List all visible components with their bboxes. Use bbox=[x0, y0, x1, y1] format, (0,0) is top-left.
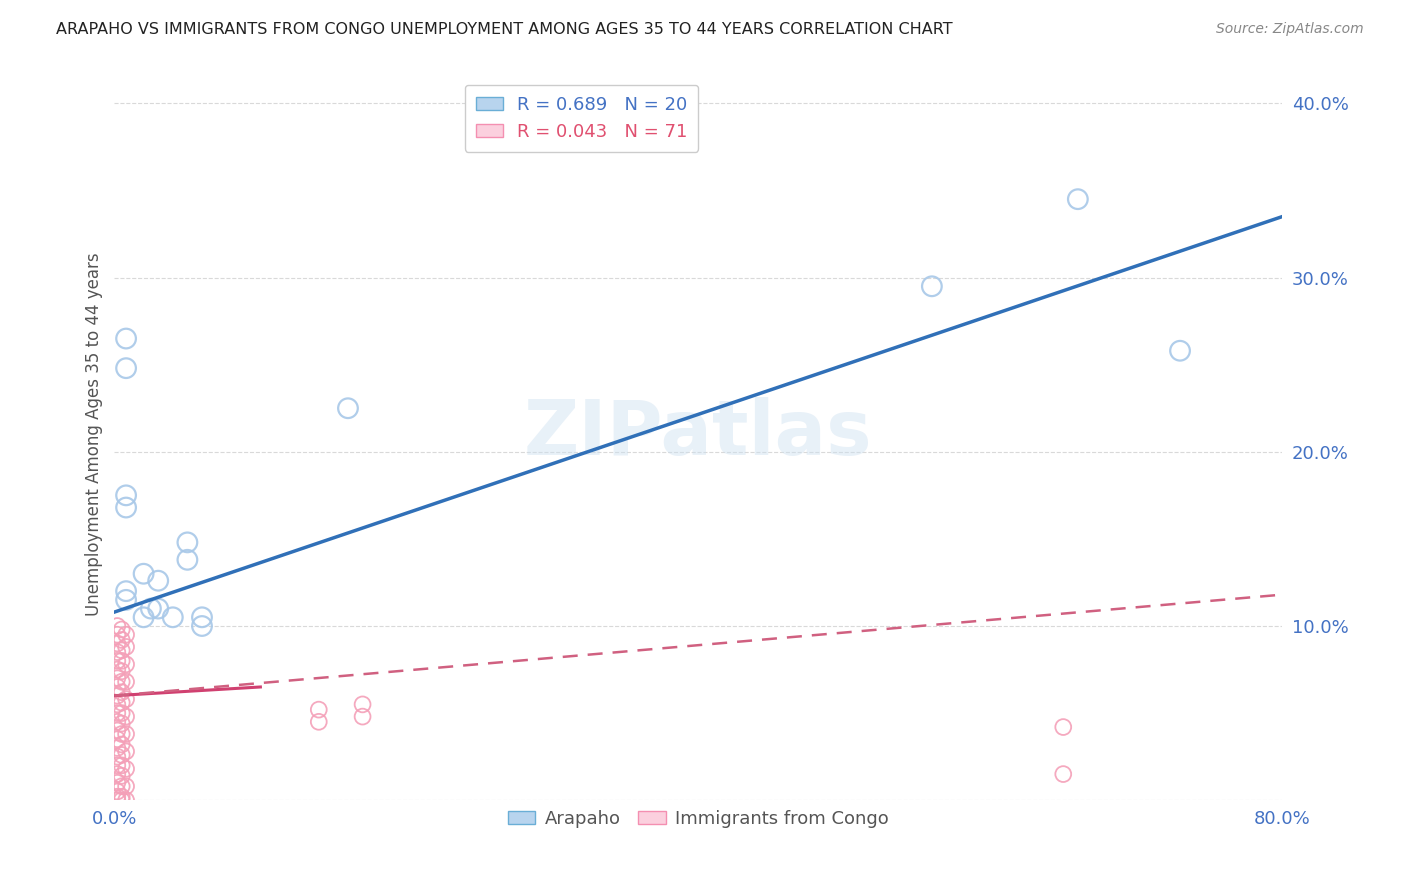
Point bbox=[352, 698, 374, 712]
Point bbox=[148, 574, 170, 588]
Point bbox=[115, 779, 138, 793]
Point bbox=[352, 709, 374, 723]
Point bbox=[115, 361, 138, 376]
Point bbox=[115, 657, 138, 672]
Point bbox=[111, 665, 134, 679]
Point bbox=[111, 758, 134, 772]
Point bbox=[162, 610, 184, 624]
Point bbox=[115, 640, 138, 654]
Point bbox=[115, 332, 138, 346]
Point bbox=[191, 619, 214, 633]
Point bbox=[105, 732, 128, 747]
Point bbox=[105, 619, 128, 633]
Point bbox=[111, 674, 134, 689]
Point bbox=[105, 793, 128, 807]
Point bbox=[1052, 720, 1074, 734]
Point bbox=[105, 706, 128, 720]
Point bbox=[111, 632, 134, 647]
Point bbox=[105, 671, 128, 685]
Point bbox=[115, 692, 138, 706]
Point bbox=[111, 696, 134, 710]
Point bbox=[105, 749, 128, 764]
Point bbox=[105, 741, 128, 756]
Text: ARAPAHO VS IMMIGRANTS FROM CONGO UNEMPLOYMENT AMONG AGES 35 TO 44 YEARS CORRELAT: ARAPAHO VS IMMIGRANTS FROM CONGO UNEMPLO… bbox=[56, 22, 953, 37]
Point bbox=[111, 793, 134, 807]
Text: Source: ZipAtlas.com: Source: ZipAtlas.com bbox=[1216, 22, 1364, 37]
Point bbox=[1168, 343, 1191, 358]
Point bbox=[105, 680, 128, 694]
Point bbox=[115, 674, 138, 689]
Point bbox=[139, 601, 162, 615]
Point bbox=[1052, 767, 1074, 781]
Point bbox=[105, 758, 128, 772]
Y-axis label: Unemployment Among Ages 35 to 44 years: Unemployment Among Ages 35 to 44 years bbox=[86, 252, 103, 616]
Point bbox=[105, 784, 128, 798]
Point bbox=[105, 689, 128, 703]
Point bbox=[111, 685, 134, 699]
Point bbox=[115, 744, 138, 758]
Point bbox=[105, 767, 128, 781]
Point bbox=[105, 776, 128, 790]
Point bbox=[308, 714, 330, 729]
Point bbox=[105, 636, 128, 650]
Text: ZIPatlas: ZIPatlas bbox=[524, 397, 873, 471]
Point bbox=[105, 654, 128, 668]
Point bbox=[148, 601, 170, 615]
Point bbox=[336, 401, 359, 416]
Point bbox=[111, 789, 134, 804]
Point bbox=[111, 706, 134, 720]
Point bbox=[115, 488, 138, 502]
Point bbox=[176, 535, 198, 549]
Point bbox=[105, 698, 128, 712]
Point bbox=[921, 279, 943, 293]
Point bbox=[115, 793, 138, 807]
Point bbox=[191, 610, 214, 624]
Point bbox=[111, 654, 134, 668]
Point bbox=[111, 779, 134, 793]
Point bbox=[111, 623, 134, 637]
Point bbox=[111, 747, 134, 762]
Point bbox=[111, 738, 134, 752]
Point bbox=[115, 762, 138, 776]
Point bbox=[105, 628, 128, 642]
Point bbox=[115, 500, 138, 515]
Point bbox=[132, 566, 155, 581]
Point bbox=[105, 663, 128, 677]
Point bbox=[105, 645, 128, 659]
Point bbox=[111, 643, 134, 657]
Point bbox=[105, 714, 128, 729]
Point bbox=[115, 709, 138, 723]
Point bbox=[111, 769, 134, 783]
Point bbox=[115, 584, 138, 599]
Point bbox=[105, 789, 128, 804]
Point bbox=[105, 723, 128, 738]
Point bbox=[308, 703, 330, 717]
Point bbox=[115, 593, 138, 607]
Point bbox=[132, 610, 155, 624]
Point bbox=[111, 727, 134, 741]
Point bbox=[1067, 192, 1090, 206]
Point bbox=[176, 553, 198, 567]
Point bbox=[111, 716, 134, 731]
Point bbox=[115, 727, 138, 741]
Legend: Arapaho, Immigrants from Congo: Arapaho, Immigrants from Congo bbox=[501, 803, 896, 835]
Point bbox=[115, 628, 138, 642]
